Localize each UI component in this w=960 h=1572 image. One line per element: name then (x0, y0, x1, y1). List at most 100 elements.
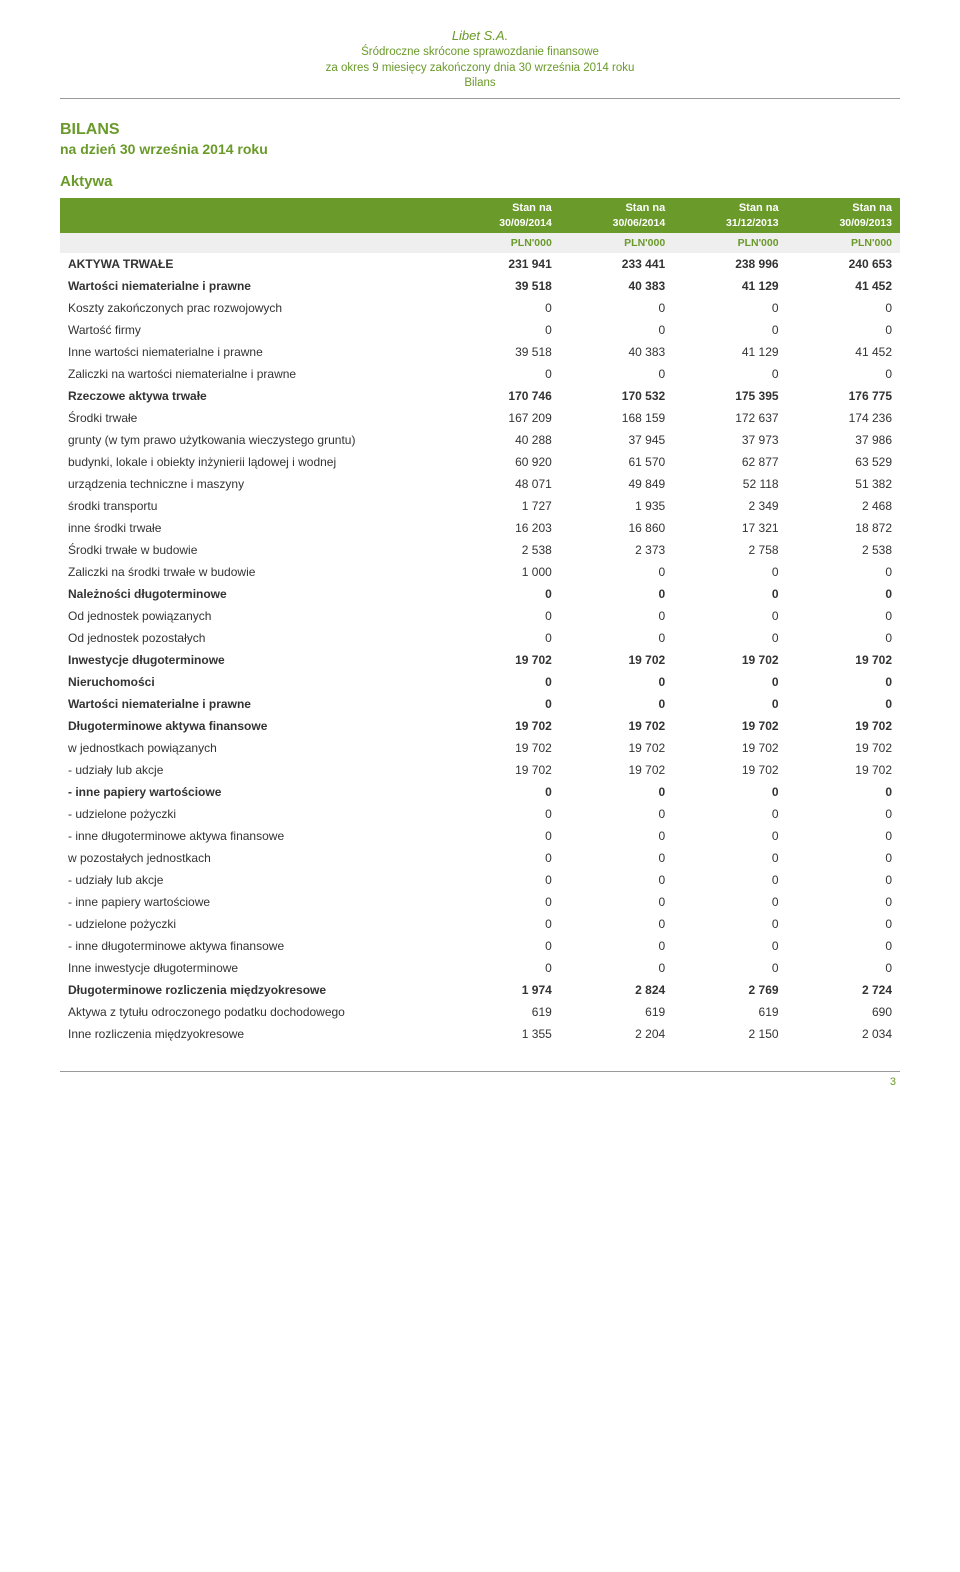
table-row: Od jednostek powiązanych0000 (60, 605, 900, 627)
row-label: Wartości niematerialne i prawne (60, 693, 446, 715)
row-value: 0 (560, 935, 673, 957)
row-value: 0 (673, 605, 786, 627)
row-value: 41 452 (787, 341, 900, 363)
row-label: budynki, lokale i obiekty inżynierii ląd… (60, 451, 446, 473)
row-label: - udziały lub akcje (60, 869, 446, 891)
table-row: Długoterminowe aktywa finansowe19 70219 … (60, 715, 900, 737)
row-label: Wartości niematerialne i prawne (60, 275, 446, 297)
row-value: 231 941 (446, 253, 559, 275)
row-value: 19 702 (787, 759, 900, 781)
units-blank (60, 233, 446, 253)
row-value: 2 468 (787, 495, 900, 517)
units-1: PLN'000 (446, 233, 559, 253)
row-value: 19 702 (560, 649, 673, 671)
row-value: 2 034 (787, 1023, 900, 1045)
page-number: 3 (60, 1076, 900, 1088)
row-label: - inne długoterminowe aktywa finansowe (60, 935, 446, 957)
row-value: 16 203 (446, 517, 559, 539)
row-value: 1 355 (446, 1023, 559, 1045)
row-value: 233 441 (560, 253, 673, 275)
row-label: Inne inwestycje długoterminowe (60, 957, 446, 979)
col-head-1-top: Stan na (446, 198, 559, 216)
row-value: 0 (673, 803, 786, 825)
row-value: 167 209 (446, 407, 559, 429)
row-value: 0 (673, 891, 786, 913)
row-label: - udzielone pożyczki (60, 913, 446, 935)
row-value: 40 288 (446, 429, 559, 451)
row-value: 0 (560, 297, 673, 319)
row-value: 0 (787, 671, 900, 693)
row-value: 39 518 (446, 341, 559, 363)
row-value: 0 (560, 825, 673, 847)
row-value: 0 (673, 825, 786, 847)
table-row: Od jednostek pozostałych0000 (60, 627, 900, 649)
row-value: 19 702 (673, 649, 786, 671)
row-value: 19 702 (673, 759, 786, 781)
page-container: Libet S.A. Śródroczne skrócone sprawozda… (0, 0, 960, 1108)
doc-title: Libet S.A. (60, 28, 900, 43)
col-head-4-top: Stan na (787, 198, 900, 216)
row-value: 40 383 (560, 275, 673, 297)
row-value: 2 758 (673, 539, 786, 561)
table-row: budynki, lokale i obiekty inżynierii ląd… (60, 451, 900, 473)
row-value: 1 935 (560, 495, 673, 517)
table-row: - udzielone pożyczki0000 (60, 803, 900, 825)
table-row: - udziały lub akcje19 70219 70219 70219 … (60, 759, 900, 781)
table-row: Koszty zakończonych prac rozwojowych0000 (60, 297, 900, 319)
row-label: Należności długoterminowe (60, 583, 446, 605)
table-row: Zaliczki na środki trwałe w budowie1 000… (60, 561, 900, 583)
footer-divider (60, 1071, 900, 1072)
row-value: 41 452 (787, 275, 900, 297)
row-value: 0 (560, 957, 673, 979)
row-value: 0 (446, 319, 559, 341)
row-value: 18 872 (787, 517, 900, 539)
row-value: 240 653 (787, 253, 900, 275)
table-header-row-1: Stan na Stan na Stan na Stan na (60, 198, 900, 216)
row-value: 0 (673, 627, 786, 649)
table-row: Wartości niematerialne i prawne0000 (60, 693, 900, 715)
col-head-3-bot: 31/12/2013 (673, 216, 786, 233)
row-value: 0 (446, 627, 559, 649)
row-value: 2 769 (673, 979, 786, 1001)
row-value: 0 (446, 605, 559, 627)
row-value: 0 (673, 671, 786, 693)
row-label: Aktywa z tytułu odroczonego podatku doch… (60, 1001, 446, 1023)
row-label: Inwestycje długoterminowe (60, 649, 446, 671)
row-value: 0 (787, 319, 900, 341)
table-row: Aktywa z tytułu odroczonego podatku doch… (60, 1001, 900, 1023)
row-value: 61 570 (560, 451, 673, 473)
table-row: grunty (w tym prawo użytkowania wieczyst… (60, 429, 900, 451)
row-value: 0 (787, 935, 900, 957)
row-value: 19 702 (673, 737, 786, 759)
table-row: Zaliczki na wartości niematerialne i pra… (60, 363, 900, 385)
section-subheading: na dzień 30 września 2014 roku (60, 141, 900, 157)
row-value: 0 (560, 803, 673, 825)
row-value: 0 (446, 297, 559, 319)
col-head-2-top: Stan na (560, 198, 673, 216)
row-label: Długoterminowe aktywa finansowe (60, 715, 446, 737)
row-label: grunty (w tym prawo użytkowania wieczyst… (60, 429, 446, 451)
row-value: 63 529 (787, 451, 900, 473)
table-row: środki transportu1 7271 9352 3492 468 (60, 495, 900, 517)
row-value: 0 (446, 825, 559, 847)
row-value: 62 877 (673, 451, 786, 473)
row-value: 238 996 (673, 253, 786, 275)
table-row: Inne wartości niematerialne i prawne39 5… (60, 341, 900, 363)
row-value: 0 (673, 583, 786, 605)
col-head-2-bot: 30/06/2014 (560, 216, 673, 233)
table-row: Wartości niematerialne i prawne39 51840 … (60, 275, 900, 297)
row-value: 0 (560, 319, 673, 341)
row-value: 0 (673, 957, 786, 979)
header-blank (60, 198, 446, 216)
row-value: 0 (446, 671, 559, 693)
col-head-4-bot: 30/09/2013 (787, 216, 900, 233)
row-value: 0 (787, 297, 900, 319)
row-value: 1 000 (446, 561, 559, 583)
row-value: 0 (787, 627, 900, 649)
row-label: Zaliczki na wartości niematerialne i pra… (60, 363, 446, 385)
doc-subtitle-2: za okres 9 miesięcy zakończony dnia 30 w… (60, 61, 900, 77)
table-row: Środki trwałe167 209168 159172 637174 23… (60, 407, 900, 429)
row-label: Wartość firmy (60, 319, 446, 341)
row-value: 37 986 (787, 429, 900, 451)
row-value: 2 538 (787, 539, 900, 561)
